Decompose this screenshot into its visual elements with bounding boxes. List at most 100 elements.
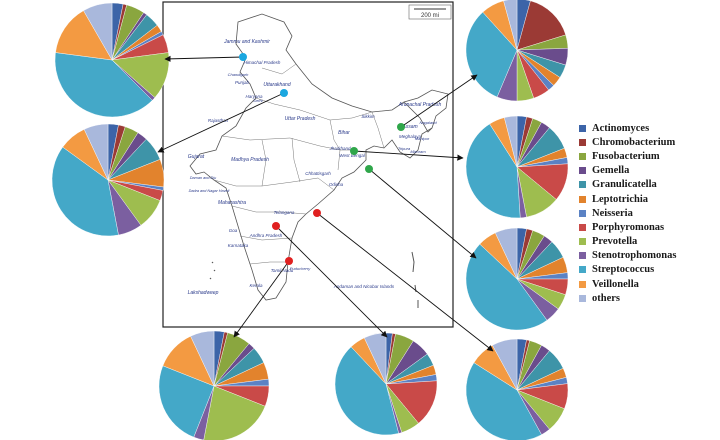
legend-item: Fusobacterium: [579, 149, 676, 163]
state-border: [371, 111, 385, 149]
map-label: Puducherry: [290, 266, 311, 271]
pie-slice: [55, 10, 113, 61]
legend-label: others: [592, 292, 620, 304]
legend-swatch: [579, 181, 586, 189]
map-label: West Bengal: [339, 153, 365, 158]
region-markers: [239, 53, 405, 265]
state-border: [231, 205, 307, 215]
state-border: [255, 97, 373, 121]
legend-swatch: [579, 294, 586, 302]
region-marker: [280, 89, 288, 97]
state-border: [261, 139, 267, 187]
legend-swatch: [579, 280, 586, 288]
lakshadweep-islands: [209, 261, 216, 280]
legend-item: Porphyromonas: [579, 220, 676, 234]
map-label: Odisha: [329, 182, 344, 187]
legend-swatch: [579, 152, 586, 160]
pie-slice: [334, 346, 399, 436]
arrows: [157, 55, 494, 352]
map-label: Telangana: [274, 210, 295, 215]
legend-label: Actinomyces: [592, 122, 650, 134]
map-label: Mizoram: [410, 149, 426, 154]
map-label: Tripura: [398, 146, 411, 151]
map-label: Chhattisgarh: [305, 171, 331, 176]
pie-slice: [158, 365, 215, 438]
state-border: [291, 137, 301, 183]
legend-item: Gemella: [579, 164, 676, 178]
arrow: [368, 168, 477, 259]
pie-slice: [465, 123, 521, 219]
legend-item: Chromobacterium: [579, 135, 676, 149]
pie-chart: [158, 330, 270, 440]
legend-label: Neisseria: [592, 207, 633, 219]
map-label: Haryana: [245, 94, 263, 99]
map-label: Dadra and Nagar Haveli: [189, 189, 230, 193]
map-label: Nagaland: [419, 120, 437, 125]
map-label: Andhra Pradesh: [249, 233, 283, 238]
arrow: [233, 260, 290, 338]
scale-label: 200 mi: [421, 13, 439, 19]
legend-item: Prevotella: [579, 235, 676, 249]
map-label: Daman and Diu: [190, 176, 217, 180]
legend-swatch: [579, 138, 586, 146]
pie-chart: [465, 338, 569, 440]
pie-chart: [465, 227, 569, 331]
map-label: Uttar Pradesh: [285, 116, 316, 122]
legend-item: Neisseria: [579, 206, 676, 220]
legend-item: Stenotrophomonas: [579, 249, 676, 263]
legend-label: Fusobacterium: [592, 150, 660, 162]
legend-label: Streptococcus: [592, 264, 655, 276]
map-label: Rajasthan: [208, 118, 229, 123]
map-label: Goa: [229, 228, 238, 233]
pie-chart: [465, 0, 569, 102]
legend-label: Chromobacterium: [592, 136, 676, 148]
state-border: [221, 135, 354, 151]
legend-label: Stenotrophomonas: [592, 250, 677, 262]
map-label: Sikkim: [361, 114, 375, 119]
legend-item: others: [579, 291, 676, 305]
legend-label: Veillonella: [592, 278, 639, 290]
region-marker: [397, 123, 405, 131]
state-border: [213, 177, 335, 191]
india-map: [189, 13, 449, 308]
map-label: Chandigarh: [228, 72, 249, 77]
pie-slice: [190, 330, 215, 387]
map-label: Andaman and Nicobar Islands: [333, 284, 395, 289]
scale-bar: 200 mi: [408, 4, 452, 20]
map-label: Maharashtra: [218, 200, 246, 206]
map-label: Jharkhand: [328, 146, 351, 151]
pie-slice: [503, 0, 518, 51]
region-marker: [272, 222, 280, 230]
map-label: Jammu and Kashmir: [223, 39, 270, 45]
legend-item: Granulicatella: [579, 178, 676, 192]
map-label: Karnataka: [228, 243, 249, 248]
pie-chart: [334, 332, 438, 436]
map-label: Himachal Pradesh: [244, 60, 281, 65]
legend-swatch: [579, 124, 586, 132]
pie-charts: [51, 0, 569, 440]
map-label: Assam: [401, 124, 417, 130]
map-label: Kerala: [249, 283, 263, 288]
arrow: [164, 55, 244, 63]
map-label: Manipur: [415, 136, 430, 141]
legend-label: Granulicatella: [592, 179, 657, 191]
state-border: [249, 261, 288, 265]
pie-chart: [51, 123, 165, 237]
pie-slice: [504, 115, 518, 168]
map-labels: Jammu and Kashmir Himachal Pradesh Chandig…: [188, 39, 442, 296]
state-border: [329, 119, 341, 171]
pie-chart: [465, 115, 569, 219]
pie-slice: [203, 385, 266, 440]
map-label: Lakshadweep: [188, 290, 219, 296]
pie-slice: [465, 11, 518, 98]
region-marker: [285, 257, 293, 265]
pie-slice: [83, 123, 109, 181]
arrow: [157, 92, 285, 153]
state-border: [261, 63, 297, 75]
legend-swatch: [579, 195, 586, 203]
pie-slice: [385, 380, 438, 424]
region-marker: [365, 165, 373, 173]
arrow: [316, 212, 494, 352]
map-label: Delhi: [253, 98, 262, 103]
